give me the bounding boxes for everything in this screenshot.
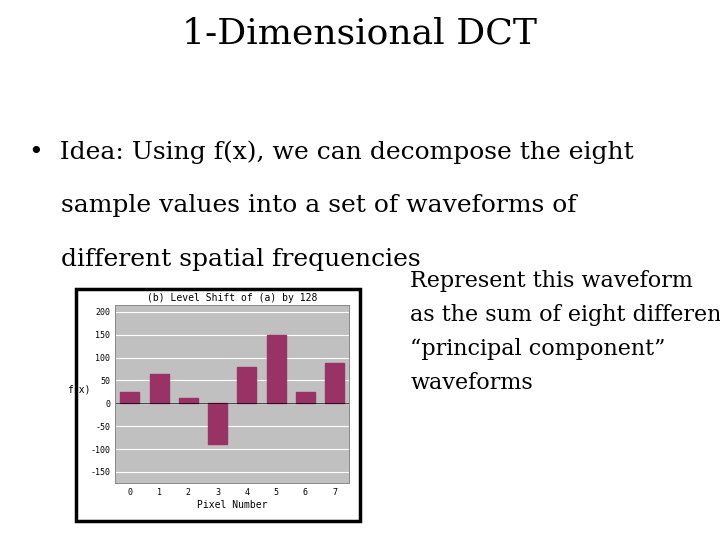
Bar [179,398,198,403]
Bar [296,392,315,403]
X-axis label: Pixel Number: Pixel Number [197,500,267,510]
FancyBboxPatch shape [76,289,360,521]
Text: Represent this waveform
as the sum of eight different
“principal component”
wave: Represent this waveform as the sum of ei… [410,270,720,394]
Bar [325,363,344,403]
Bar [238,367,256,403]
Text: •  Idea: Using f(x), we can decompose the eight: • Idea: Using f(x), we can decompose the… [29,140,634,164]
Bar [208,403,227,444]
Text: 1-Dimensional DCT: 1-Dimensional DCT [182,16,538,50]
Bar [266,335,286,403]
Title: (b) Level Shift of (a) by 128: (b) Level Shift of (a) by 128 [147,293,318,303]
Text: sample values into a set of waveforms of: sample values into a set of waveforms of [29,194,576,218]
Bar [120,392,140,403]
Bar [150,374,168,403]
Text: different spatial frequencies: different spatial frequencies [29,248,420,272]
Y-axis label: f(x): f(x) [68,384,91,394]
